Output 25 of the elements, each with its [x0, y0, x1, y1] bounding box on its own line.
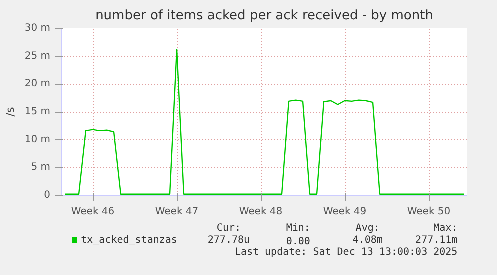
text: 4.08m	[352, 235, 383, 246]
x-tick-label: Week 50	[407, 206, 451, 218]
x-tick-label: Week 47	[155, 206, 199, 218]
y-tick-label: 30 m	[24, 23, 51, 34]
y-axis-title: /s	[4, 107, 17, 117]
text: Last update: Sat Dec 13 13:00:03 2025	[234, 247, 458, 258]
x-tick-label: Week 49	[323, 206, 367, 218]
line-series	[64, 49, 465, 195]
text: Cur:	[216, 223, 242, 234]
y-tick-label: 10 m	[24, 134, 51, 146]
text: Avg:	[356, 223, 380, 234]
y-tick-label: 5 m	[31, 162, 51, 174]
y-tick-label: 0	[44, 190, 51, 201]
text: Min:	[286, 223, 310, 234]
text: Max:	[434, 223, 458, 234]
chart-title: number of items acked per ack received - by month	[96, 8, 434, 24]
text: 0.00	[286, 236, 310, 248]
y-tick-label: 20 m	[24, 78, 51, 90]
text: 277.78u	[208, 235, 250, 246]
legend-label: tx_acked_stanzas	[81, 235, 178, 246]
y-tick-label: 25 m	[24, 50, 51, 62]
x-tick-label: Week 46	[71, 206, 115, 218]
y-tick-label: 15 m	[24, 106, 51, 118]
x-tick-label: Week 48	[239, 206, 283, 218]
text: 277.11m	[416, 235, 458, 246]
